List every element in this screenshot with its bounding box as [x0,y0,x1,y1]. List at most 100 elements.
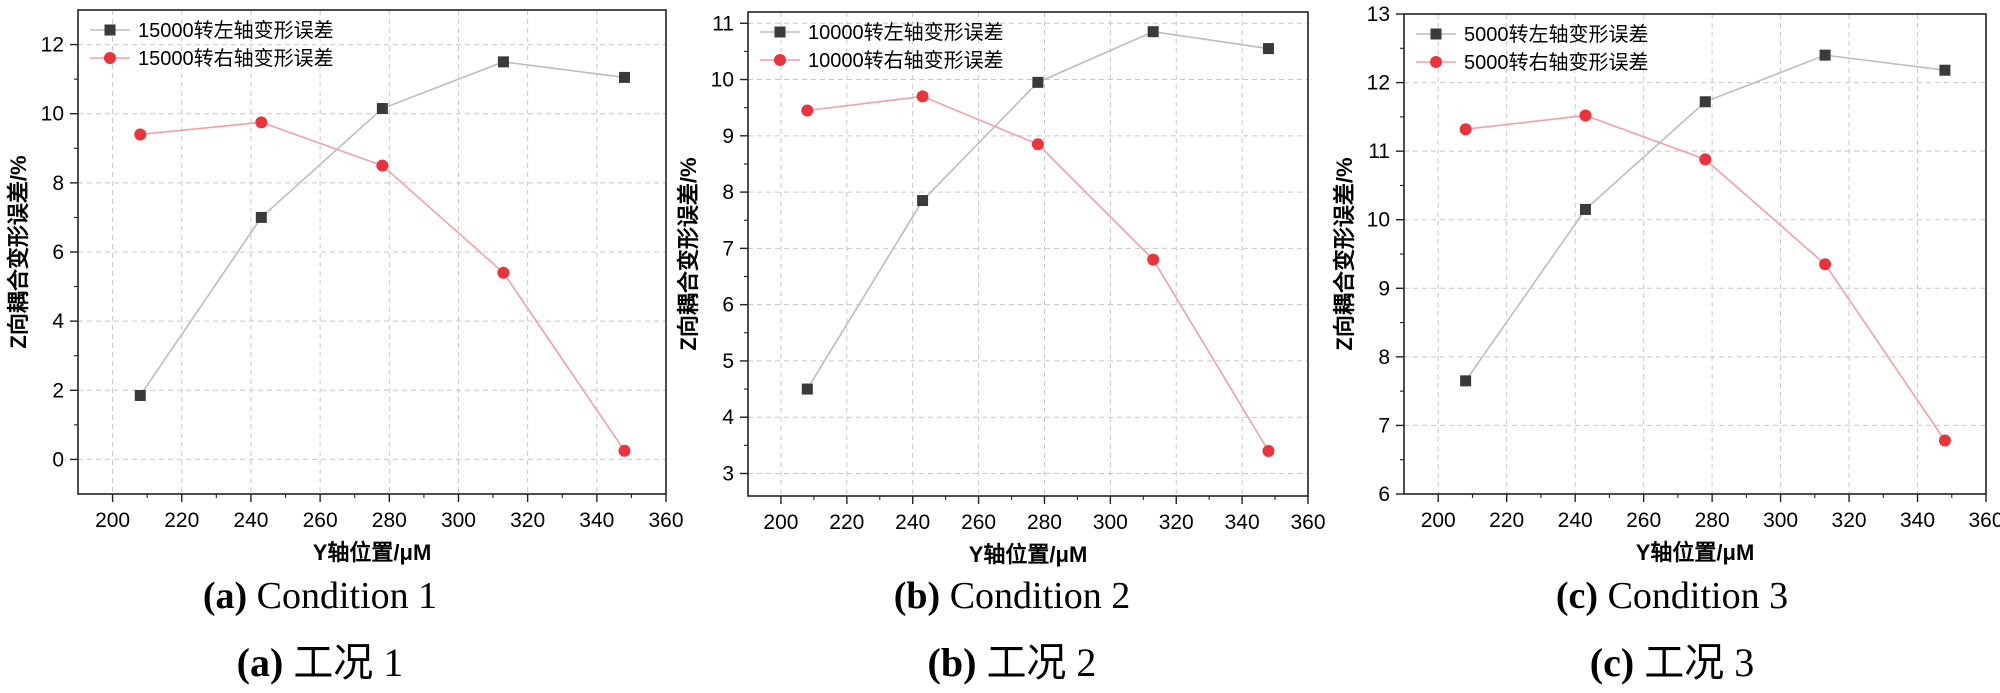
caption-en-c: (c) Condition 3 [1472,574,1872,618]
legend-label-a: 15000转左轴变形误差 [138,19,334,42]
y-axis-title-a: Z向耦合变形误差/% [6,155,31,348]
data-point-left-c [1819,49,1831,61]
y-tick-label-a: 12 [41,34,64,57]
y-tick-label-b: 8 [722,181,734,204]
caption-en-b: (b) Condition 2 [812,574,1212,618]
data-point-right-a [497,266,510,279]
y-tick-label-b: 5 [722,350,734,373]
data-point-right-c [1459,123,1472,136]
legend-square-marker-b [774,26,786,38]
data-point-right-c [1699,153,1712,166]
panel-letter-a: (a) [202,575,248,617]
data-point-left-b [917,195,929,207]
x-tick-label-a: 240 [233,509,268,532]
x-tick-label-b: 240 [895,511,930,534]
data-point-left-a [497,56,509,68]
y-tick-label-a: 10 [41,103,64,126]
data-point-right-c [1579,109,1592,122]
x-tick-label-b: 220 [829,511,864,534]
data-point-left-c [1579,203,1591,215]
x-tick-label-c: 220 [1489,509,1524,532]
y-tick-label-a: 4 [52,310,64,333]
legend-square-marker-a [104,24,116,36]
y-tick-label-a: 0 [52,448,64,471]
panel-letter-c: (c) [1555,575,1599,617]
x-tick-label-b: 260 [961,511,996,534]
x-tick-label-c: 320 [1832,509,1867,532]
x-tick-label-a: 220 [164,509,199,532]
data-point-left-b [1262,43,1274,55]
data-point-left-c [1460,375,1472,387]
y-tick-label-b: 6 [722,294,734,317]
data-point-right-b [1031,138,1044,151]
x-tick-label-c: 340 [1900,509,1935,532]
x-tick-label-a: 280 [372,509,407,532]
data-point-left-a [376,103,388,115]
x-axis-title-c: Y轴位置/μM [1636,540,1755,565]
y-tick-label-b: 7 [722,237,734,260]
data-point-right-b [1147,253,1160,266]
caption-en-a: (a) Condition 1 [120,574,520,618]
legend-circle-marker-a [104,52,116,64]
caption-cn-b: (b) 工况 2 [812,630,1212,688]
data-point-right-a [255,116,268,129]
y-tick-label-c: 6 [1378,483,1390,506]
data-point-left-b [1147,26,1159,38]
y-tick-label-c: 7 [1378,414,1390,437]
data-point-right-c [1938,434,1951,447]
x-tick-label-c: 360 [1968,509,2000,532]
x-tick-label-a: 300 [441,509,476,532]
data-point-right-a [618,444,631,457]
x-tick-label-c: 280 [1695,509,1730,532]
x-tick-label-b: 300 [1093,511,1128,534]
data-point-right-b [1262,444,1275,457]
data-point-left-a [134,389,146,401]
panel-letter-a-cn: (a) [236,640,284,685]
panel-letter-b: (b) [893,575,941,617]
caption-cn-a-text: 工况 1 [293,640,404,685]
x-tick-label-c: 300 [1763,509,1798,532]
panel-letter-b-cn: (b) [927,640,977,685]
x-tick-label-c: 200 [1421,509,1456,532]
y-axis-title-b: Z向耦合变形误差/% [676,157,701,350]
caption-cn-c-text: 工况 3 [1644,640,1755,685]
y-tick-label-a: 8 [52,172,64,195]
data-point-left-a [618,71,630,83]
data-point-left-a [255,211,267,223]
data-point-right-a [376,159,389,172]
caption-cn-b-text: 工况 2 [986,640,1097,685]
data-point-right-a [134,128,147,141]
y-tick-label-a: 6 [52,241,64,264]
data-point-right-b [801,104,814,117]
data-point-left-b [1032,76,1044,88]
y-tick-label-c: 9 [1378,277,1390,300]
panel-c: 200 220 240 260 280 300 320 340 360 6 7 8 9 10 11 12 13 Y… [1332,3,2000,565]
y-tick-label-b: 4 [722,406,734,429]
y-tick-label-b: 11 [712,12,734,35]
legend-label-b: 10000转右轴变形误差 [808,49,1004,72]
legend-circle-marker-c [1430,56,1442,68]
data-point-left-c [1939,64,1951,76]
x-axis-title-b: Y轴位置/μM [969,542,1088,567]
x-tick-label-a: 260 [303,509,338,532]
panel-a: 200 220 240 260 280 300 320 340 360 0 2 4 6 8 10 12 Y轴位置… [6,9,684,565]
x-tick-label-b: 200 [763,511,798,534]
x-tick-label-b: 280 [1027,511,1062,534]
y-tick-label-c: 11 [1368,140,1390,163]
y-tick-label-b: 10 [711,69,734,92]
y-tick-label-c: 12 [1367,72,1390,95]
x-tick-label-b: 360 [1290,511,1325,534]
panel-b: 200 220 240 260 280 300 320 340 360 3 4 5 6 7 8 9 10 11 Y轴… [676,11,1326,567]
legend-label-a: 15000转右轴变形误差 [138,47,334,70]
x-tick-label-a: 360 [648,509,683,532]
plot-area-c [1404,14,1986,494]
legend-square-marker-c [1430,28,1442,40]
x-tick-label-c: 240 [1558,509,1593,532]
x-tick-label-b: 320 [1159,511,1194,534]
x-tick-label-a: 340 [579,509,614,532]
y-tick-label-b: 3 [722,462,734,485]
data-point-left-c [1699,96,1711,108]
x-axis-title-a: Y轴位置/μM [313,540,432,565]
legend-label-c: 5000转右轴变形误差 [1464,51,1649,74]
